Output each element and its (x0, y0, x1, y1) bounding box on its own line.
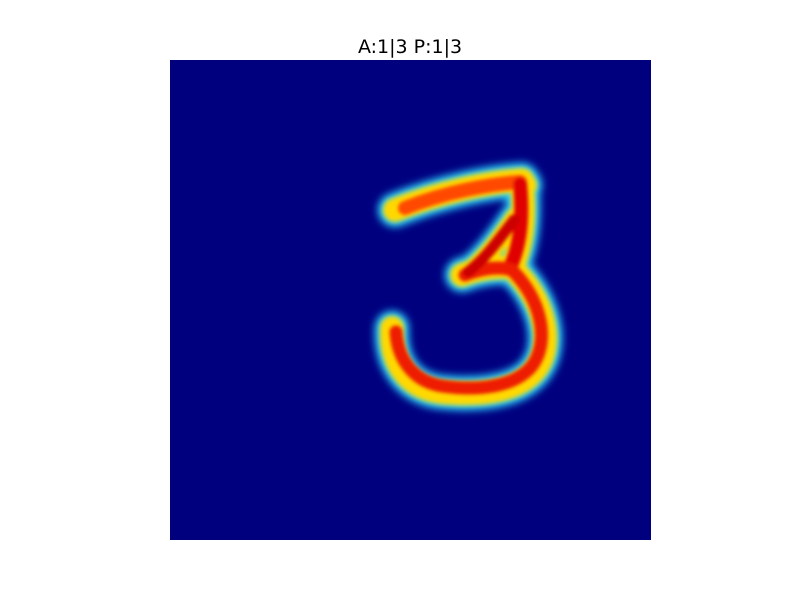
heatmap-background (170, 60, 651, 540)
figure-title: A:1|3 P:1|3 (357, 36, 463, 58)
heatmap-image (170, 60, 651, 540)
digit-stroke (374, 163, 563, 411)
